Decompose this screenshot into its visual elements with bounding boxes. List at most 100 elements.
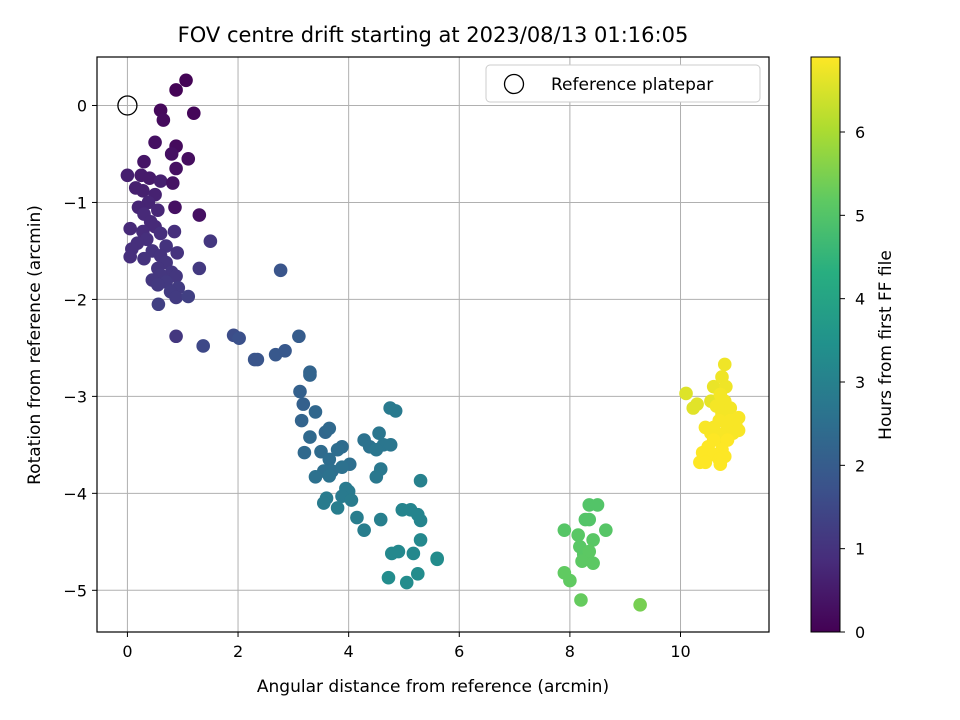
data-point [136, 184, 150, 198]
colorbar-tick-label: 2 [855, 456, 865, 475]
data-point [292, 329, 306, 344]
data-point [372, 426, 386, 441]
colorbar-tick-label: 3 [855, 373, 865, 392]
y-tick-label: −5 [63, 581, 87, 600]
x-axis-label: Angular distance from reference (arcmin) [257, 677, 609, 697]
colorbar: 0 1 2 3 4 5 6 Hours from first FF file [810, 56, 896, 642]
colorbar-tick-label: 4 [855, 290, 865, 309]
data-point [303, 368, 317, 382]
data-point [296, 397, 311, 411]
data-point [413, 513, 428, 528]
data-point [232, 331, 246, 345]
data-point [156, 113, 171, 127]
chart-title: FOV centre drift starting at 2023/08/13 … [178, 23, 689, 47]
colorbar-ticks: 0 1 2 3 4 5 6 [840, 123, 865, 642]
y-tick-label: −4 [63, 484, 87, 503]
data-point [303, 430, 317, 444]
data-point [153, 226, 168, 241]
data-point [330, 501, 345, 515]
legend-entry-reference-platepar: Reference platepar [551, 75, 713, 95]
data-point [731, 423, 746, 438]
data-point [151, 297, 166, 312]
data-point [153, 174, 168, 188]
data-point [169, 329, 183, 344]
colorbar-tick-label: 5 [855, 206, 865, 225]
data-point [413, 473, 428, 488]
colorbar-tick-label: 0 [855, 623, 865, 642]
data-point [308, 470, 323, 484]
data-point [179, 73, 193, 88]
data-point [679, 386, 693, 401]
data-point [192, 261, 207, 276]
y-tick-label: −1 [63, 193, 87, 212]
data-point [123, 221, 137, 236]
y-tick-label: −3 [63, 387, 87, 406]
data-point [308, 405, 323, 419]
data-point [316, 496, 331, 510]
data-point [151, 203, 165, 218]
data-point [123, 249, 137, 264]
colorbar-tick-label: 1 [855, 540, 865, 559]
data-point [698, 455, 713, 470]
data-point [168, 200, 182, 215]
data-point [322, 469, 337, 483]
legend-reference-marker [503, 73, 525, 95]
data-point [557, 523, 572, 537]
data-point [322, 421, 337, 436]
data-point [369, 470, 384, 484]
data-point [181, 152, 196, 166]
data-point [399, 575, 414, 590]
data-point [410, 567, 425, 581]
data-point [373, 512, 388, 527]
data-points [120, 73, 746, 612]
data-point [574, 593, 588, 607]
colorbar-tick-label: 6 [855, 123, 865, 142]
x-tick-label: 0 [122, 642, 132, 661]
data-point [250, 352, 265, 367]
data-point [169, 161, 183, 176]
y-tick-label: −2 [63, 290, 87, 309]
data-point [137, 251, 151, 266]
data-point [344, 493, 359, 507]
x-tick-label: 6 [454, 642, 464, 661]
data-point [430, 552, 444, 567]
data-point [717, 357, 732, 372]
data-point [357, 523, 371, 537]
data-point [294, 413, 309, 428]
data-point [169, 269, 183, 283]
data-point [369, 442, 384, 457]
data-point [278, 344, 292, 358]
data-point [192, 208, 207, 222]
data-point [120, 168, 135, 183]
data-point [322, 452, 337, 467]
y-tick-label: 0 [77, 96, 87, 115]
data-point [413, 533, 428, 547]
data-point [167, 224, 182, 239]
data-point [330, 442, 345, 457]
data-point [582, 512, 597, 527]
y-axis-ticks: 0 −1 −2 −3 −4 −5 [63, 96, 97, 600]
data-point [586, 556, 600, 570]
data-point [142, 171, 157, 186]
data-point [335, 460, 349, 474]
data-point [273, 263, 288, 278]
x-tick-label: 4 [344, 642, 354, 661]
data-point [388, 404, 403, 418]
y-axis-label: Rotation from reference (arcmin) [25, 205, 45, 485]
data-point [582, 544, 597, 559]
data-point [599, 523, 613, 537]
data-point [148, 135, 162, 150]
legend[interactable]: Reference platepar [485, 64, 761, 103]
plot-area [96, 56, 770, 633]
data-point [383, 438, 398, 452]
data-point [186, 106, 201, 121]
data-point [297, 445, 312, 460]
data-point [563, 573, 577, 588]
data-point [686, 401, 701, 415]
data-point [169, 290, 183, 305]
data-point [181, 289, 196, 304]
data-point [350, 510, 364, 525]
x-tick-label: 8 [565, 642, 575, 661]
x-axis-ticks: 0 2 4 6 8 10 [122, 632, 691, 661]
